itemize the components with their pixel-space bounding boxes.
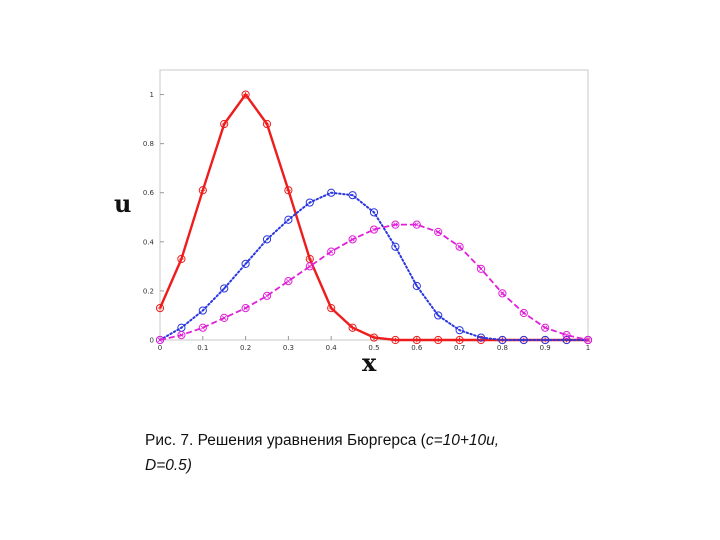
data-point <box>177 254 186 264</box>
series-line <box>159 223 589 341</box>
x-axis-label: x <box>362 348 377 377</box>
data-point <box>177 323 186 332</box>
data-point <box>348 191 357 200</box>
data-point <box>348 323 357 332</box>
data-point <box>262 291 272 300</box>
data-point <box>241 303 250 313</box>
data-point <box>198 186 207 195</box>
data-point <box>498 335 507 345</box>
x-tick-label: 0.4 <box>326 344 338 352</box>
plot-frame <box>159 69 589 341</box>
caption-formula-d: D=0.5) <box>145 457 192 474</box>
data-point <box>562 335 571 345</box>
data-point <box>284 215 293 224</box>
y-tick-label: 1 <box>150 91 154 99</box>
figure-panel: 0 0.1 0.2 0.3 0.4 0.5 0.6 0.7 0.8 0.9 1 0 0.2 0.4 0.6 0… <box>104 58 604 383</box>
series-3 <box>155 220 593 345</box>
x-tick-label: 0.6 <box>411 344 423 352</box>
data-point <box>455 242 464 251</box>
y-axis-label: u <box>114 189 131 218</box>
data-point <box>220 119 229 129</box>
data-point <box>241 259 250 269</box>
x-tick-label: 0.9 <box>540 344 551 352</box>
x-tick-label: 0.1 <box>197 344 208 352</box>
data-point <box>369 208 379 217</box>
data-point <box>434 335 443 345</box>
data-point <box>327 188 336 197</box>
data-point <box>369 333 379 342</box>
x-tick-label: 0.2 <box>240 344 251 352</box>
data-point <box>476 333 486 342</box>
y-tick-label: 0.2 <box>143 287 154 295</box>
data-point <box>519 335 528 345</box>
data-point <box>327 303 336 313</box>
y-tick-label: 0.8 <box>143 140 154 148</box>
data-point <box>177 330 186 340</box>
data-point <box>412 281 421 291</box>
data-point <box>327 247 336 256</box>
data-point <box>455 326 464 335</box>
data-point <box>220 284 229 293</box>
data-point <box>241 90 250 99</box>
data-point <box>262 235 272 244</box>
data-point <box>583 335 593 345</box>
caption-text: Рис. 7. Решения уравнения Бюргерса ( <box>145 432 426 449</box>
x-tick-label: 1 <box>586 344 590 352</box>
data-point <box>541 323 550 332</box>
data-point <box>220 313 229 323</box>
data-point <box>434 311 443 320</box>
x-tick-label: 0.3 <box>283 344 294 352</box>
data-point <box>369 225 379 234</box>
data-point <box>198 306 207 315</box>
data-point <box>198 323 207 332</box>
series-1 <box>155 90 593 345</box>
caption-formula-c: c=10+10u, <box>425 432 500 449</box>
x-tick-label: 0.8 <box>497 344 508 352</box>
data-point <box>412 335 421 345</box>
data-point <box>412 220 421 229</box>
data-point <box>498 289 507 298</box>
chart: 0 0.1 0.2 0.3 0.4 0.5 0.6 0.7 0.8 0.9 1 0 0.2 0.4 0.6 0… <box>114 69 593 377</box>
data-point <box>434 227 443 237</box>
data-point <box>391 220 400 229</box>
data-point <box>519 308 528 318</box>
data-point <box>305 198 314 207</box>
data-point <box>348 235 357 244</box>
data-point <box>541 335 550 345</box>
data-point <box>455 335 464 345</box>
data-point <box>262 119 272 129</box>
data-point <box>155 335 165 345</box>
data-point <box>562 330 571 340</box>
data-point <box>391 242 400 251</box>
y-tick-label: 0.4 <box>143 238 155 246</box>
y-tick-label: 0.6 <box>143 189 155 197</box>
data-point <box>476 264 486 273</box>
data-point <box>391 335 400 345</box>
series-line <box>158 93 588 342</box>
data-point <box>284 186 293 195</box>
data-point <box>155 303 165 313</box>
x-tick-label: 0 <box>158 344 162 352</box>
x-tick-label: 0.7 <box>454 344 465 352</box>
figure-caption: Рис. 7. Решения уравнения Бюргерса (c=10… <box>145 428 585 478</box>
y-tick-label: 0 <box>150 337 154 345</box>
x-tick-label: 0.5 <box>368 344 379 352</box>
data-point <box>284 276 293 286</box>
data-point <box>305 262 314 271</box>
